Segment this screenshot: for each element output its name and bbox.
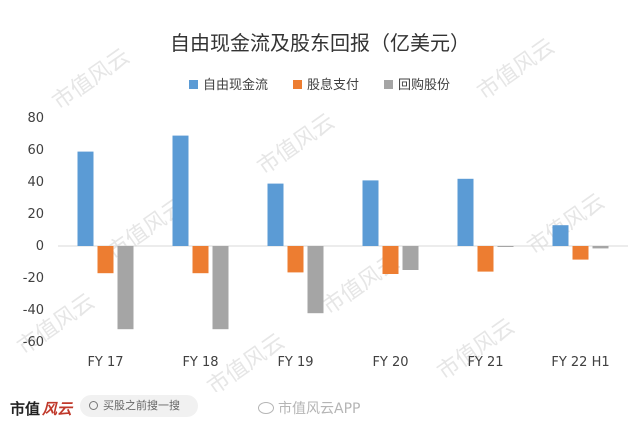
y-axis: 80 60 40 20 0 -20 -40 -60 [23,111,44,350]
bar [212,246,229,330]
x-tick-label: FY 21 [467,355,503,370]
y-tick-label: 60 [27,143,44,158]
legend-swatch [293,80,302,89]
bar [97,246,114,274]
y-tick-label: 0 [36,239,44,254]
bar [192,246,209,274]
watermark-text: 市值风云 [48,44,134,115]
y-tick-label: -40 [23,303,44,318]
weibo-credit: 市值风云APP [258,398,360,418]
bar [172,135,189,246]
y-tick-label: 80 [27,111,44,126]
x-tick-label: FY 19 [277,355,313,370]
legend-swatch [384,80,393,89]
y-tick-label: -60 [23,335,44,350]
search-box[interactable]: 买股之前搜一搜 [80,395,198,417]
x-tick-label: FY 17 [87,355,123,370]
search-text: 买股之前搜一搜 [103,399,180,412]
weibo-text: 市值风云APP [278,401,361,417]
footer-bar: 市值 风云 买股之前搜一搜 市值风云APP [0,392,640,427]
bar [477,246,494,272]
bar [362,180,379,246]
y-tick-label: 40 [27,175,44,190]
legend-label: 回购股份 [398,77,450,93]
x-tick-label: FY 18 [182,355,218,370]
watermark-text: 市值风云 [253,109,339,180]
bar [592,246,609,249]
bar [457,178,474,246]
y-tick-label: 20 [27,207,44,222]
legend-label: 自由现金流 [203,77,268,93]
watermark-text: 市值风云 [473,34,559,105]
bar [307,246,324,314]
bar [117,246,134,330]
x-tick-label: FY 22 H1 [551,355,609,370]
x-axis: FY 17 FY 18 FY 19 FY 20 FY 21 FY 22 H1 [87,355,609,370]
bar [267,183,284,246]
y-tick-label: -20 [23,271,44,286]
search-icon [89,401,98,410]
legend: 自由现金流 股息支付 回购股份 [189,77,450,93]
brand-main: 市值 [10,400,41,418]
bar [402,246,419,270]
brand-accent: 风云 [42,400,73,418]
legend-label: 股息支付 [307,77,359,93]
x-tick-label: FY 20 [372,355,408,370]
bar [572,246,589,260]
bars [77,135,609,330]
bar [497,246,514,247]
bar [552,225,569,246]
brand-logo: 市值 风云 [10,398,72,419]
weibo-icon [258,402,274,414]
bar [382,246,399,274]
legend-swatch [189,80,198,89]
bar [77,151,94,246]
bar [287,246,304,273]
watermark-text: 市值风云 [433,314,519,385]
watermark-text: 市值风云 [523,189,609,260]
chart-title: 自由现金流及股东回报（亿美元） [170,31,470,55]
